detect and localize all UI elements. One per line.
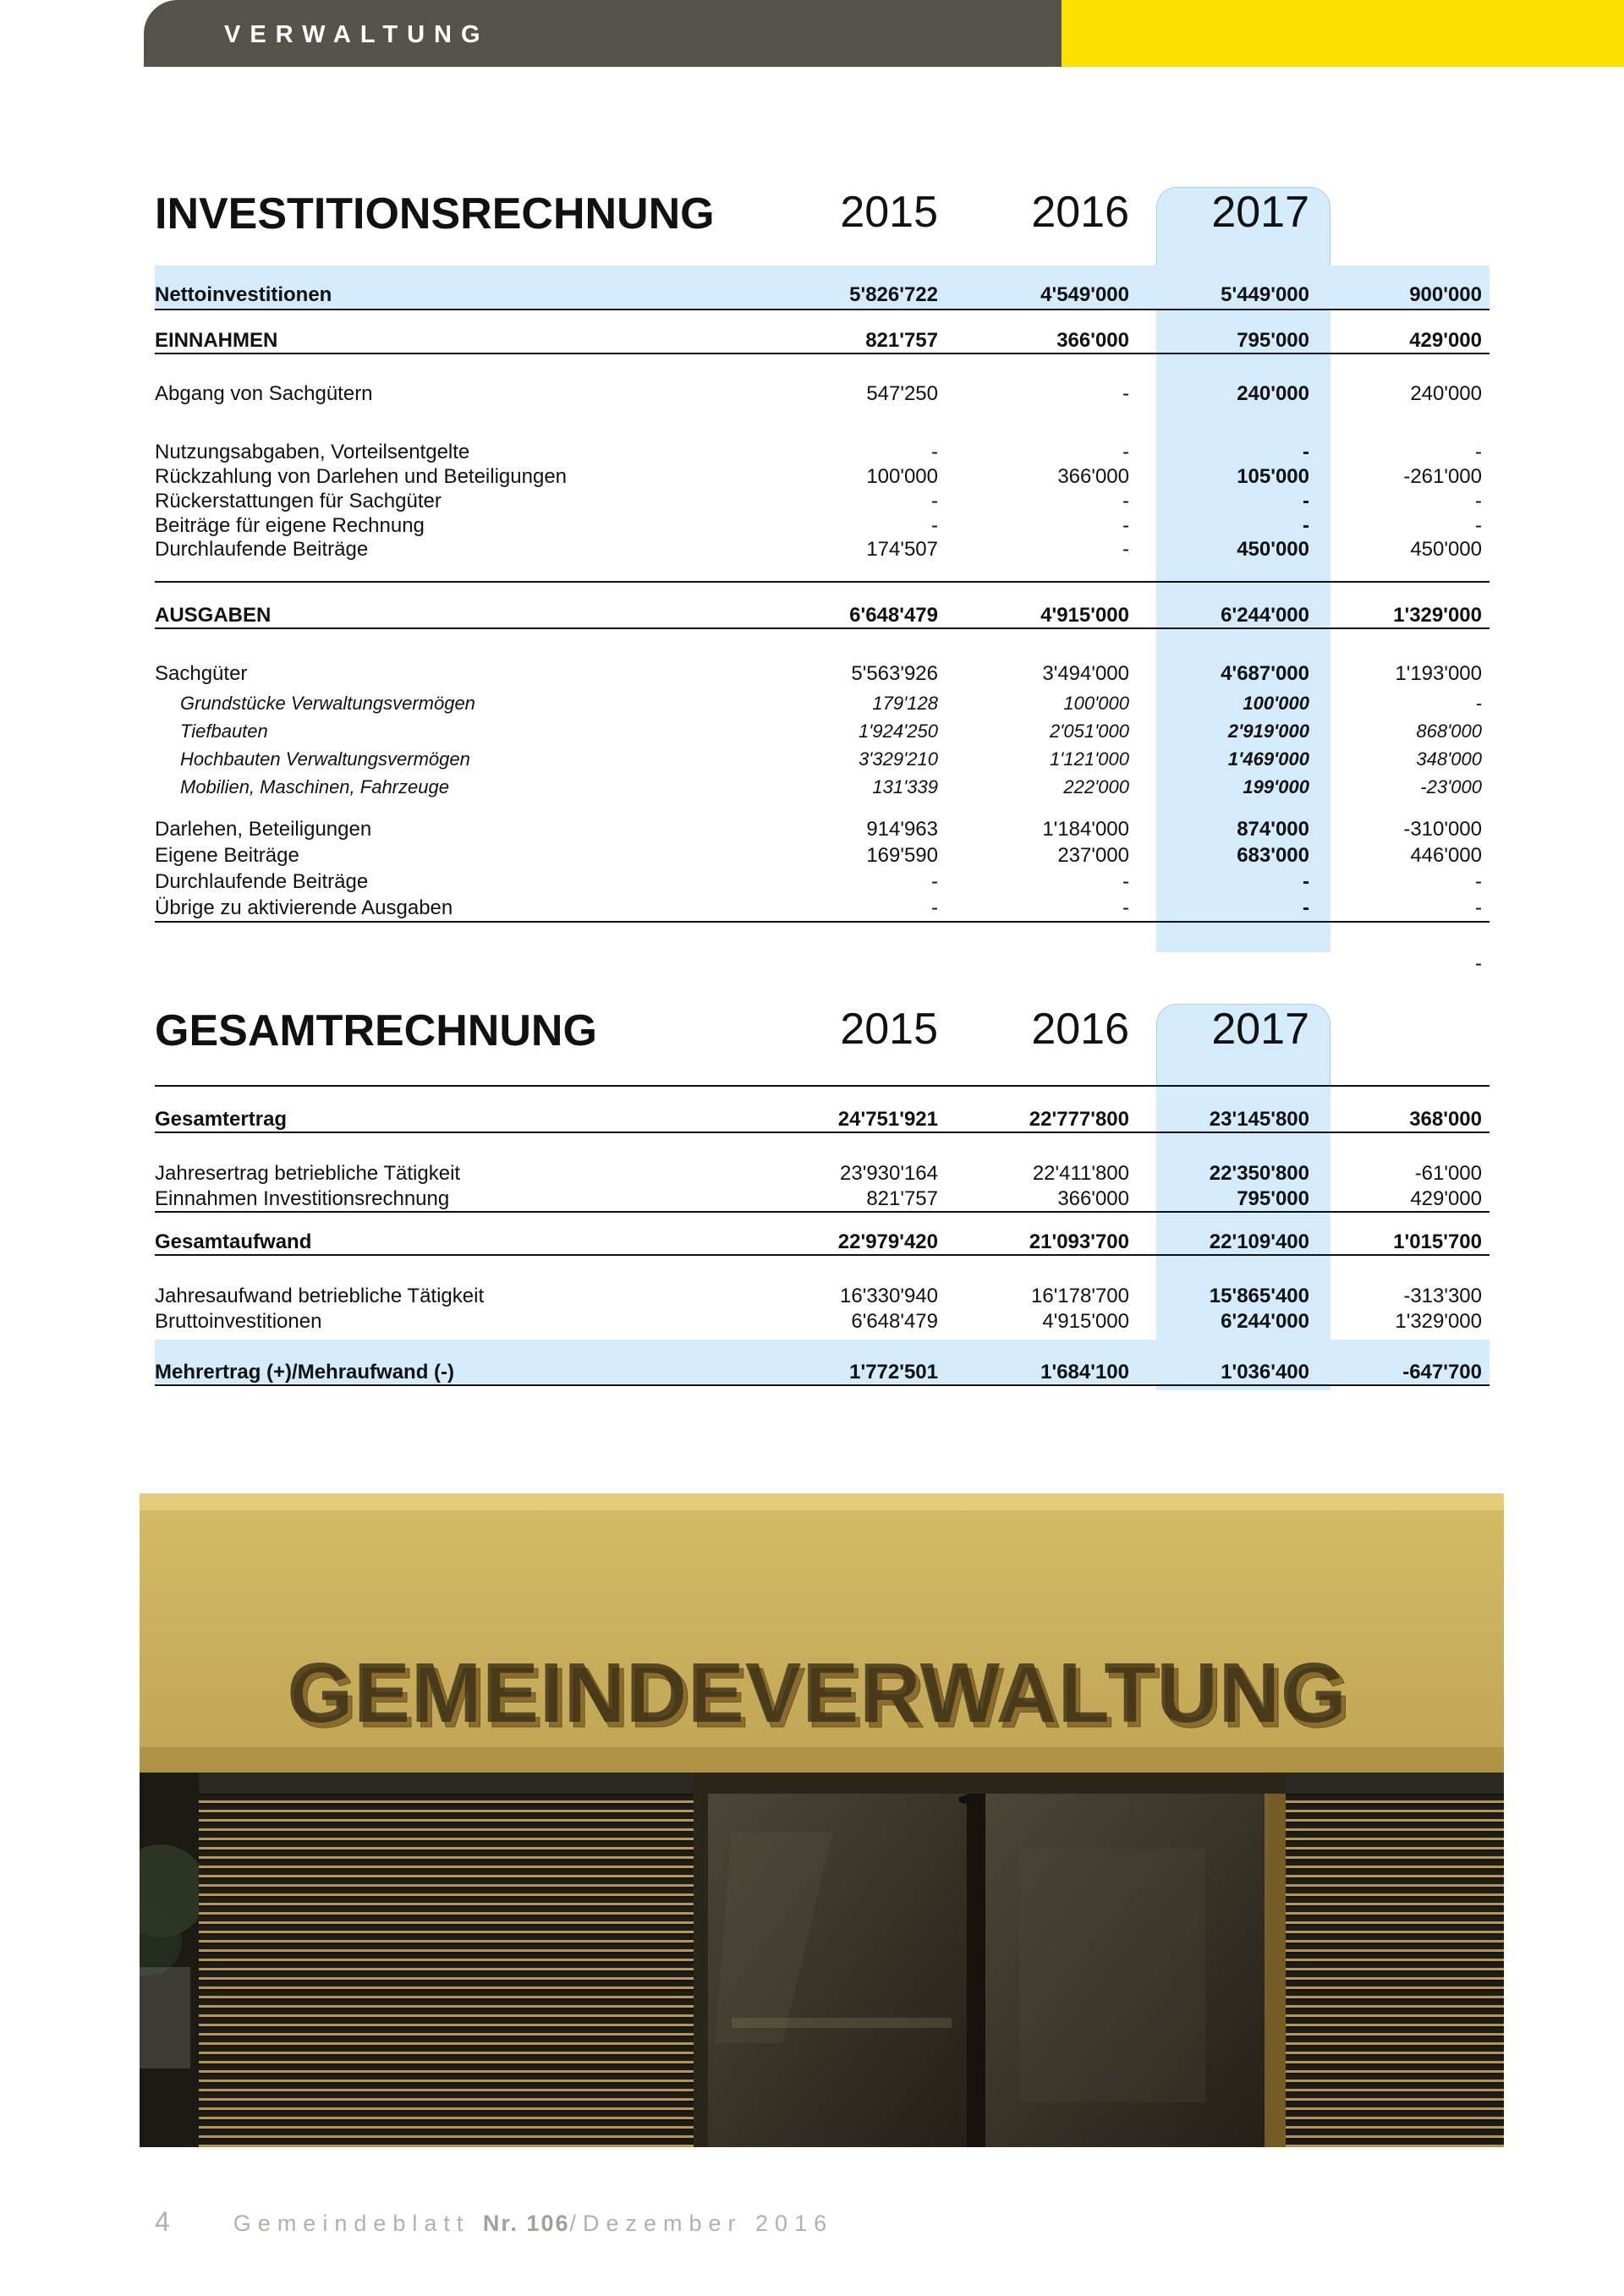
svg-text:GEMEINDEVERWALTUNG: GEMEINDEVERWALTUNG <box>287 1646 1347 1740</box>
